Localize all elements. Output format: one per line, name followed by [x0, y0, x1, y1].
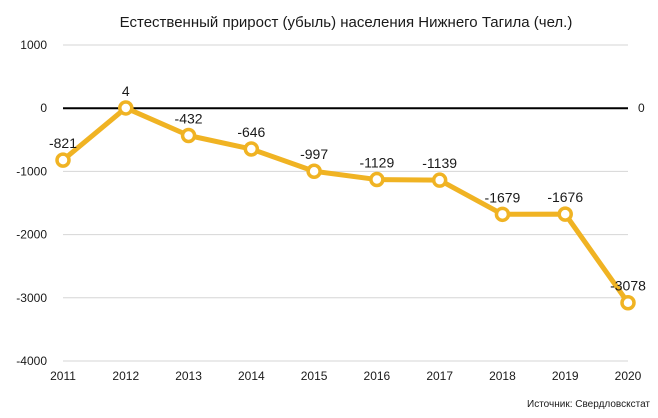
y-tick-label: -1000 — [16, 164, 47, 178]
chart-title: Естественный прирост (убыль) населения Н… — [120, 14, 573, 31]
y-axis-ticks: 1000 0 -1000 -2000 -3000 -4000 — [16, 38, 47, 368]
y-tick-label: -2000 — [16, 228, 47, 242]
y-tick-label: 0 — [40, 101, 47, 115]
data-label: -3078 — [610, 278, 646, 294]
data-label: -1129 — [359, 155, 394, 171]
data-point — [118, 100, 134, 116]
x-tick-label: 2017 — [426, 369, 453, 383]
data-point — [369, 171, 385, 188]
x-tick-label: 2019 — [552, 369, 579, 383]
data-point — [494, 206, 511, 223]
data-label: -1139 — [422, 155, 457, 171]
x-tick-label: 2013 — [175, 369, 202, 383]
data-point — [306, 163, 322, 179]
y-tick-label: 1000 — [20, 38, 47, 52]
data-point — [620, 294, 636, 311]
x-axis-ticks: 2011 2012 2013 2014 2015 2016 2017 2018 2019 2020 — [50, 369, 642, 383]
data-label: -821 — [49, 135, 77, 151]
x-tick-label: 2020 — [615, 369, 642, 383]
x-tick-label: 2014 — [238, 369, 265, 383]
y-tick-label: -3000 — [16, 291, 47, 305]
x-tick-label: 2015 — [301, 369, 328, 383]
data-point — [243, 141, 260, 157]
data-point — [180, 127, 197, 144]
y-tick-label: -4000 — [16, 354, 47, 368]
data-labels: -821 4 -432 -646 -997 -1129 -1139 -1679 -1676 -30… — [49, 83, 646, 294]
data-label: -646 — [237, 124, 265, 140]
x-tick-label: 2012 — [112, 369, 139, 383]
x-tick-label: 2018 — [489, 369, 516, 383]
x-tick-label: 2016 — [364, 369, 391, 383]
data-label: 4 — [122, 83, 130, 99]
data-points — [55, 100, 636, 311]
data-label: -432 — [175, 111, 203, 127]
right-axis-zero-label: 0 — [638, 101, 645, 115]
data-label: -1679 — [485, 189, 521, 205]
data-point — [431, 172, 448, 188]
grid-lines — [63, 44, 628, 362]
data-label: -1676 — [547, 189, 583, 205]
data-point — [55, 152, 71, 168]
source-note: Источник: Свердловскстат — [527, 399, 650, 410]
data-label: -997 — [300, 146, 328, 162]
x-tick-label: 2011 — [50, 369, 76, 383]
series-line — [61, 105, 631, 305]
data-point — [557, 206, 573, 222]
